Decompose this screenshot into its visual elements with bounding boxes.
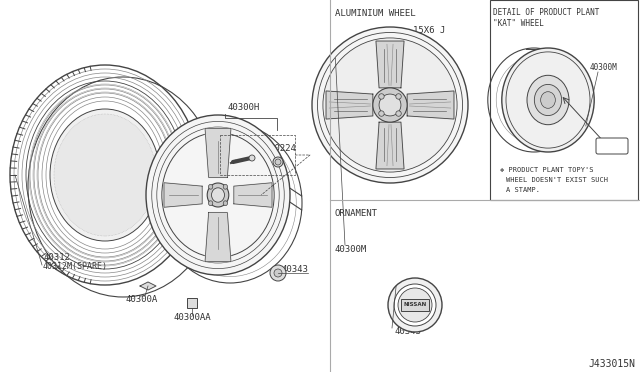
Circle shape bbox=[275, 159, 281, 165]
Ellipse shape bbox=[541, 92, 556, 108]
Bar bbox=[490, 0, 638, 200]
FancyBboxPatch shape bbox=[596, 138, 628, 154]
Text: DETAIL OF PRODUCT PLANT: DETAIL OF PRODUCT PLANT bbox=[493, 7, 600, 16]
Circle shape bbox=[323, 38, 457, 172]
Text: 40300A: 40300A bbox=[125, 295, 157, 305]
Circle shape bbox=[398, 288, 432, 322]
Text: NISSAN: NISSAN bbox=[403, 302, 427, 308]
Circle shape bbox=[312, 27, 468, 183]
Circle shape bbox=[274, 269, 282, 277]
Circle shape bbox=[373, 88, 407, 122]
Circle shape bbox=[388, 278, 442, 332]
Polygon shape bbox=[376, 122, 404, 169]
Text: 40300M: 40300M bbox=[590, 62, 618, 71]
Text: A STAMP.: A STAMP. bbox=[506, 187, 540, 193]
Ellipse shape bbox=[527, 75, 569, 125]
Text: 40312: 40312 bbox=[43, 253, 70, 262]
Polygon shape bbox=[140, 282, 156, 290]
Ellipse shape bbox=[54, 114, 156, 236]
Ellipse shape bbox=[207, 183, 229, 207]
Circle shape bbox=[379, 111, 384, 116]
Ellipse shape bbox=[223, 185, 228, 189]
Text: KAT: KAT bbox=[605, 141, 619, 151]
Polygon shape bbox=[326, 91, 373, 119]
Ellipse shape bbox=[209, 201, 212, 206]
Text: 40343: 40343 bbox=[282, 266, 309, 275]
Text: ALUMINIUM WHEEL: ALUMINIUM WHEEL bbox=[335, 9, 415, 17]
Text: 40300H: 40300H bbox=[228, 103, 260, 112]
Text: 40312M(SPARE): 40312M(SPARE) bbox=[43, 263, 108, 272]
Polygon shape bbox=[205, 128, 231, 177]
Text: 40343: 40343 bbox=[395, 327, 422, 336]
Circle shape bbox=[270, 265, 286, 281]
Polygon shape bbox=[164, 183, 202, 207]
Circle shape bbox=[249, 155, 255, 161]
Ellipse shape bbox=[534, 84, 562, 116]
Circle shape bbox=[379, 94, 401, 116]
Text: ❖ PRODUCT PLANT TOPY'S: ❖ PRODUCT PLANT TOPY'S bbox=[500, 167, 593, 173]
FancyBboxPatch shape bbox=[401, 299, 429, 311]
Circle shape bbox=[396, 111, 401, 116]
Text: "KAT" WHEEL: "KAT" WHEEL bbox=[493, 19, 544, 28]
Ellipse shape bbox=[211, 188, 225, 202]
Circle shape bbox=[273, 157, 283, 167]
Polygon shape bbox=[407, 91, 454, 119]
Text: J433015N: J433015N bbox=[588, 359, 635, 369]
Polygon shape bbox=[376, 41, 404, 88]
Circle shape bbox=[396, 94, 401, 99]
Circle shape bbox=[379, 94, 384, 99]
Text: WHEEL DOESN'T EXIST SUCH: WHEEL DOESN'T EXIST SUCH bbox=[506, 177, 608, 183]
Circle shape bbox=[394, 284, 436, 326]
Text: 40300M: 40300M bbox=[335, 246, 367, 254]
Text: 40224: 40224 bbox=[270, 144, 297, 153]
Polygon shape bbox=[234, 183, 272, 207]
Ellipse shape bbox=[223, 201, 228, 206]
Polygon shape bbox=[205, 213, 231, 262]
Ellipse shape bbox=[146, 115, 290, 275]
Text: 40311: 40311 bbox=[222, 144, 249, 153]
Ellipse shape bbox=[209, 185, 212, 189]
Text: 15X6 J: 15X6 J bbox=[413, 26, 445, 35]
Ellipse shape bbox=[50, 109, 160, 241]
Text: ORNAMENT: ORNAMENT bbox=[335, 208, 378, 218]
Bar bbox=[187, 298, 197, 308]
Text: 40300AA: 40300AA bbox=[174, 314, 212, 323]
Ellipse shape bbox=[502, 48, 594, 152]
